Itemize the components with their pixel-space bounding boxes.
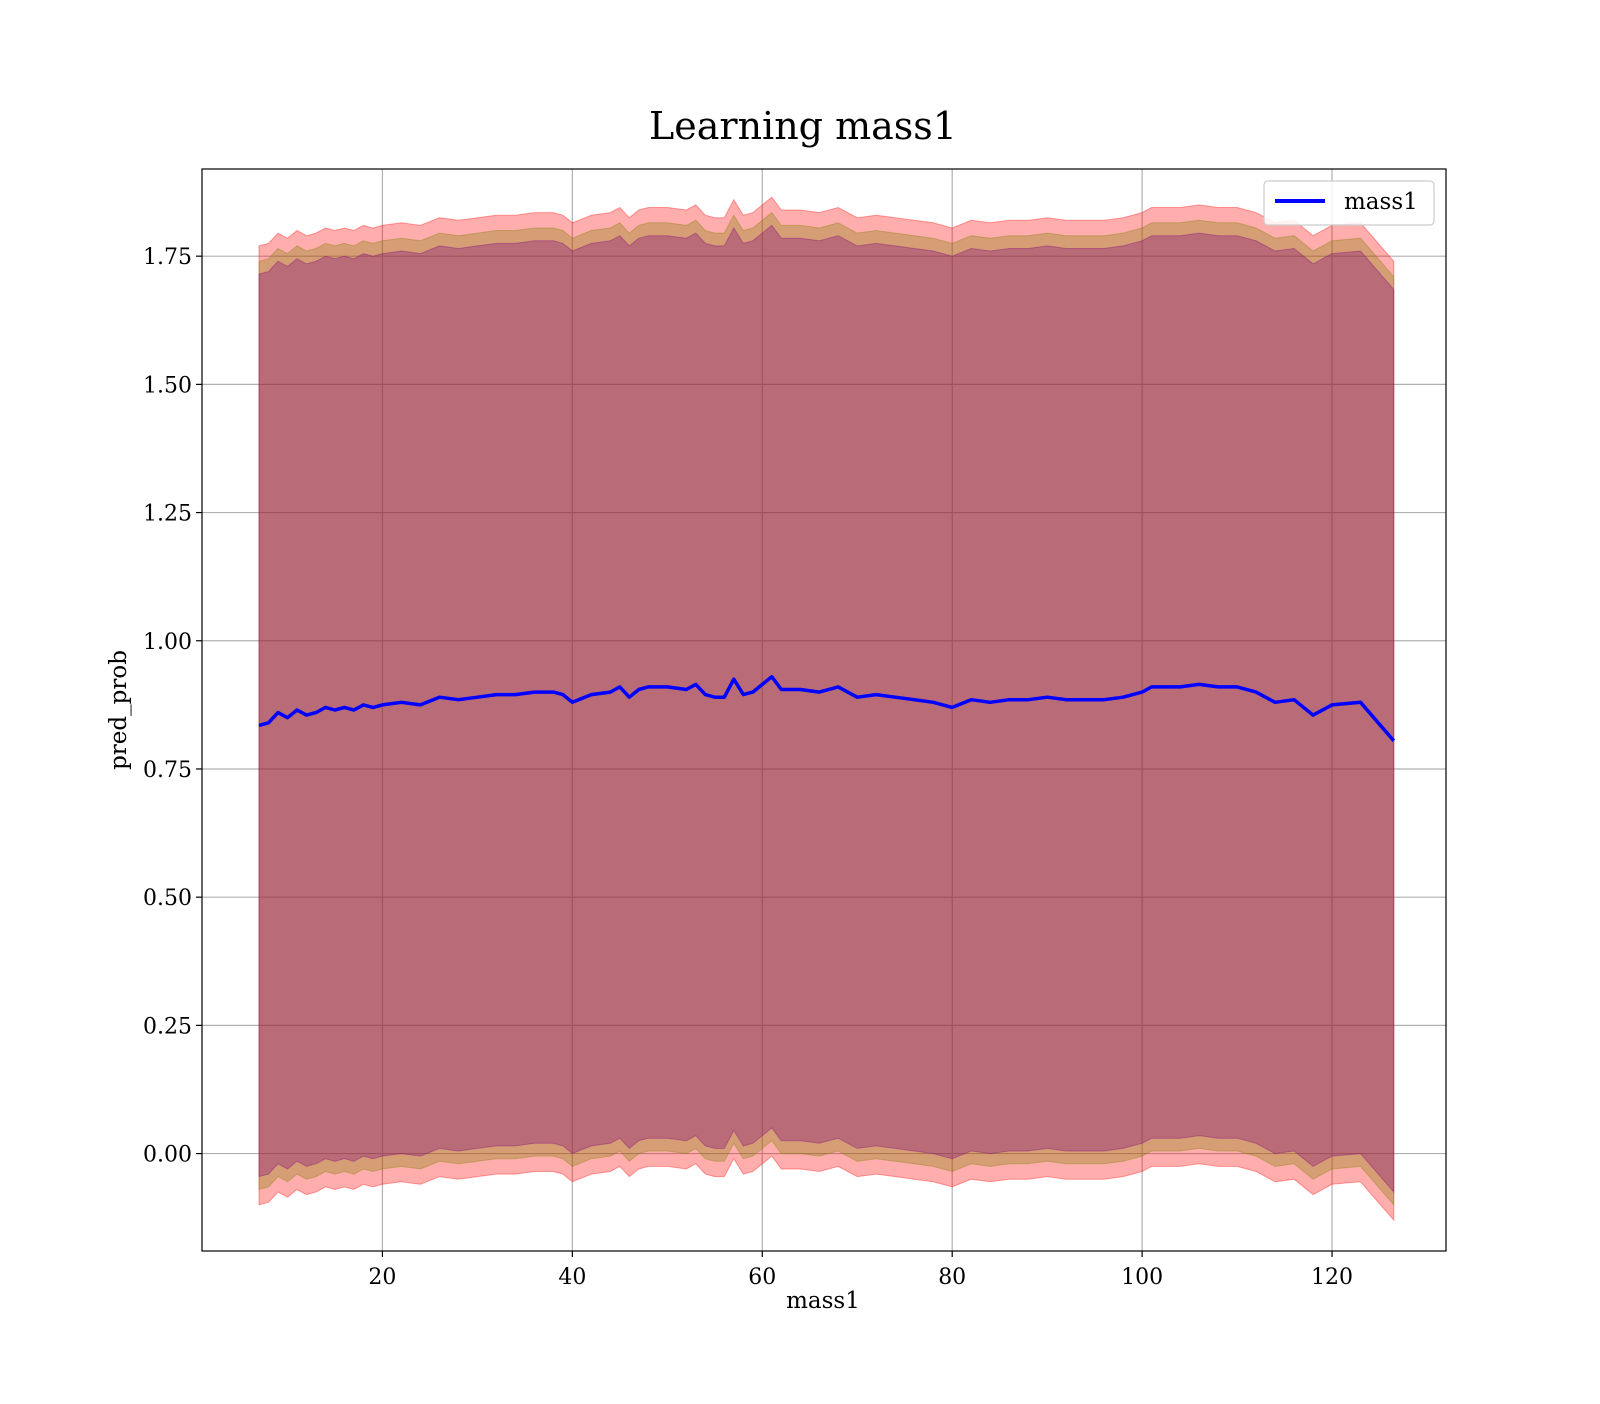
plot-area-frame: [201, 168, 1447, 1252]
chart-title: Learning mass1: [649, 104, 957, 148]
y-tick-label: 1.50: [143, 373, 192, 398]
x-tick-label: 60: [748, 1265, 776, 1290]
x-tick-label: 120: [1311, 1265, 1353, 1290]
x-tick-label: 80: [938, 1265, 966, 1290]
x-axis-label: mass1: [786, 1288, 860, 1314]
legend: mass1: [1263, 180, 1435, 226]
y-axis-ticks: 0.00 0.25 0.50 0.75 1.00 1.25 1.50 1.75: [143, 245, 202, 1168]
y-tick-label: 0.00: [143, 1143, 192, 1168]
grid-lines: [202, 169, 1446, 1251]
y-tick-label: 0.75: [143, 758, 192, 783]
band-area: [258, 196, 1395, 1222]
y-tick-label: 1.75: [143, 245, 192, 270]
series-line-mass1: [258, 674, 1396, 742]
y-tick-label: 1.25: [143, 502, 192, 527]
y-tick-label: 1.00: [143, 630, 192, 655]
confidence-bands: [258, 196, 1395, 1222]
x-tick-label: 100: [1121, 1265, 1163, 1290]
band-area: [258, 211, 1395, 1207]
y-axis-label: pred_prob: [106, 650, 132, 770]
y-tick-label: 0.25: [143, 1014, 192, 1039]
x-axis-ticks: 20 40 60 80 100 120: [368, 1251, 1353, 1290]
series-lines: [258, 674, 1396, 742]
x-tick-label: 20: [368, 1265, 396, 1290]
legend-frame: [1263, 180, 1435, 226]
band-area: [258, 224, 1395, 1194]
y-tick-label: 0.50: [143, 886, 192, 911]
x-tick-label: 40: [558, 1265, 586, 1290]
legend-label: mass1: [1344, 189, 1418, 215]
